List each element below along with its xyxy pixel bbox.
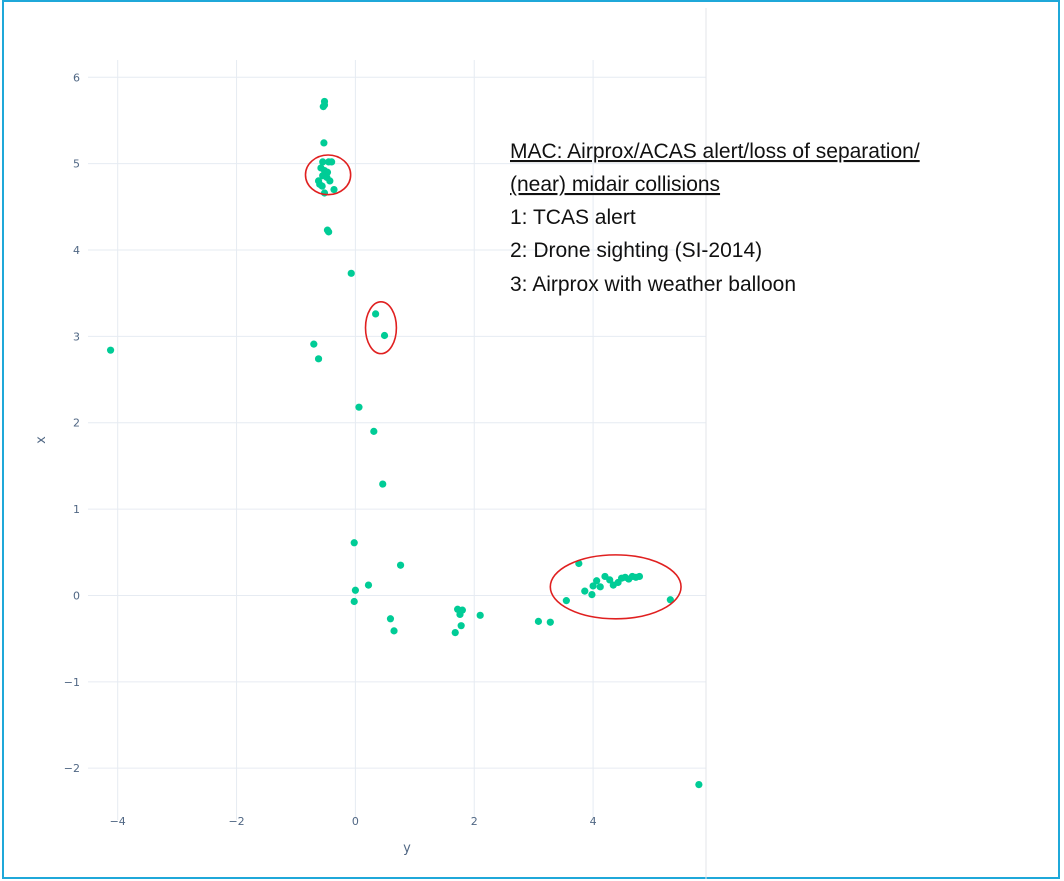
y-tick-label: −2	[64, 762, 80, 775]
data-point	[330, 185, 338, 194]
data-point	[347, 269, 355, 277]
data-point	[562, 597, 570, 605]
data-point	[379, 480, 387, 488]
data-point	[666, 596, 674, 604]
data-point	[390, 627, 398, 635]
x-tick-label: −2	[228, 815, 244, 828]
data-point	[326, 177, 334, 185]
y-tick-label: 1	[73, 503, 80, 516]
x-tick-label: −4	[110, 815, 126, 828]
y-tick-label: 2	[73, 417, 80, 430]
x-tick-label: 2	[471, 815, 478, 828]
data-point	[635, 572, 644, 581]
annotation-block: MAC: Airprox/ACAS alert/loss of separati…	[510, 140, 920, 296]
data-point	[380, 331, 389, 340]
data-point	[351, 586, 360, 594]
y-tick-label: 3	[73, 330, 80, 343]
y-tick-label: −1	[64, 676, 80, 689]
data-point	[588, 590, 596, 599]
data-point	[320, 139, 328, 147]
annotation-item-3: 3: Airprox with weather balloon	[510, 273, 796, 296]
data-point	[606, 576, 614, 584]
data-point	[350, 597, 358, 606]
annotation-title-line-2: (near) midair collisions	[510, 173, 720, 196]
y-tick-label: 4	[73, 244, 80, 257]
data-point	[355, 403, 363, 411]
annotation-item-1: 1: TCAS alert	[510, 206, 636, 229]
data-point	[534, 617, 543, 625]
data-point	[350, 539, 358, 547]
highlight-ellipse	[549, 554, 682, 620]
annotation-item-2: 2: Drone sighting (SI-2014)	[510, 239, 762, 262]
highlight-ellipse	[304, 154, 352, 196]
data-point	[318, 182, 326, 190]
data-point	[386, 615, 395, 623]
data-point	[589, 582, 597, 590]
data-point	[320, 189, 329, 197]
x-tick-label: 0	[352, 815, 359, 828]
data-point	[364, 581, 373, 589]
data-point	[596, 583, 604, 591]
data-point	[581, 587, 589, 595]
data-point	[106, 346, 115, 354]
y-axis-label: x	[34, 436, 49, 444]
data-point	[370, 427, 378, 435]
data-point	[310, 340, 318, 348]
data-point	[396, 561, 405, 569]
x-tick-label: 4	[590, 815, 597, 828]
y-tick-label: 6	[73, 71, 80, 84]
tick-labels: −4 −2 0 2 4 −2 −1 0 1 2 3 4 5 6	[64, 71, 597, 828]
x-axis-label: y	[403, 841, 411, 856]
highlight-ellipse	[364, 301, 398, 355]
y-tick-label: 5	[73, 158, 80, 171]
data-point	[593, 577, 601, 585]
highlight-ellipses	[304, 154, 682, 620]
data-point	[476, 611, 484, 619]
data-point	[319, 103, 327, 111]
data-point	[328, 158, 336, 166]
grid-lines	[88, 60, 706, 820]
data-points	[106, 97, 703, 789]
data-point	[451, 628, 459, 637]
data-point	[456, 610, 464, 619]
data-point	[546, 618, 554, 626]
data-point	[457, 622, 465, 630]
annotation-title-line-1: MAC: Airprox/ACAS alert/loss of separati…	[510, 140, 920, 163]
data-point	[372, 310, 380, 318]
data-point	[695, 780, 703, 789]
data-point	[314, 355, 323, 363]
y-tick-label: 0	[73, 589, 80, 602]
data-point	[325, 228, 333, 236]
data-point	[319, 158, 327, 166]
